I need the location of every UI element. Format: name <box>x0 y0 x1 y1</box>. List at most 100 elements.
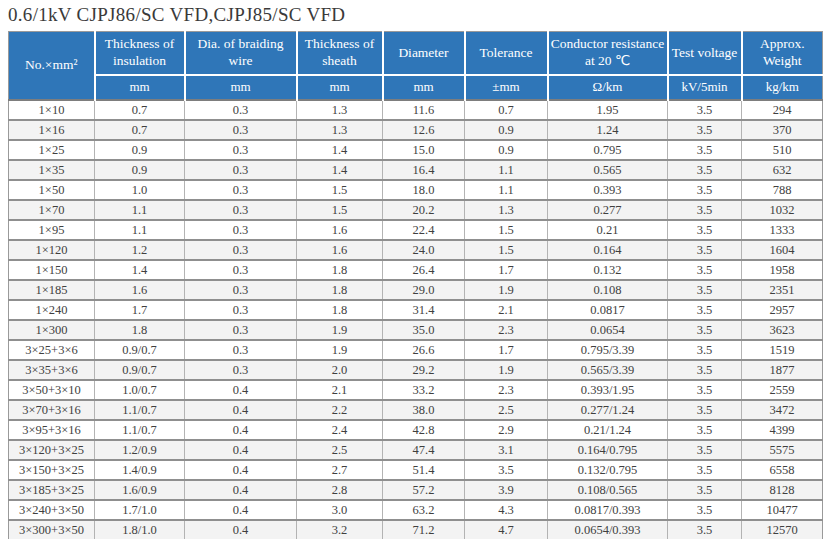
table-cell: 1.8 <box>95 320 185 340</box>
table-cell: 1.9 <box>465 280 548 300</box>
table-cell: 3.5 <box>668 180 742 200</box>
table-cell: 1.1 <box>465 160 548 180</box>
table-cell: 1×300 <box>9 320 95 340</box>
table-cell: 0.108/0.565 <box>548 480 668 500</box>
table-cell: 33.2 <box>383 380 465 400</box>
table-cell: 0.9 <box>465 120 548 140</box>
table-cell: 1.3 <box>465 200 548 220</box>
table-cell: 57.2 <box>383 480 465 500</box>
column-header-approx-weight: Approx. Weight <box>742 32 823 76</box>
table-cell: 1.4 <box>297 160 383 180</box>
table-cell: 3.5 <box>668 340 742 360</box>
column-header-sheath-thickness: Thickness of sheath <box>297 32 383 76</box>
table-cell: 24.0 <box>383 240 465 260</box>
table-cell: 11.6 <box>383 100 465 120</box>
table-cell: 51.4 <box>383 460 465 480</box>
table-cell: 3.5 <box>668 440 742 460</box>
table-cell: 1.8/1.0 <box>95 520 185 539</box>
table-cell: 2.9 <box>465 420 548 440</box>
table-cell: 6558 <box>742 460 823 480</box>
table-cell: 0.4 <box>185 400 297 420</box>
table-cell: 3.5 <box>465 460 548 480</box>
unit-tolerance: ±mm <box>465 75 548 100</box>
table-cell: 1.8 <box>297 280 383 300</box>
table-cell: 1.4/0.9 <box>95 460 185 480</box>
table-cell: 0.7 <box>95 120 185 140</box>
column-header-tolerance: Tolerance <box>465 32 548 76</box>
table-cell: 3×25+3×6 <box>9 340 95 360</box>
table-cell: 2351 <box>742 280 823 300</box>
table-cell: 1.9 <box>297 340 383 360</box>
table-cell: 1.3 <box>297 120 383 140</box>
table-cell: 0.9 <box>95 160 185 180</box>
table-row: 1×250.90.31.415.00.90.7953.5510 <box>9 140 823 160</box>
table-cell: 1.24 <box>548 120 668 140</box>
table-cell: 1.9 <box>465 360 548 380</box>
table-cell: 4.7 <box>465 520 548 539</box>
table-cell: 3.1 <box>465 440 548 460</box>
table-cell: 38.0 <box>383 400 465 420</box>
table-cell: 1×35 <box>9 160 95 180</box>
table-cell: 1×185 <box>9 280 95 300</box>
table-cell: 1.1 <box>95 220 185 240</box>
table-cell: 0.3 <box>185 140 297 160</box>
table-cell: 2.3 <box>465 380 548 400</box>
table-row: 1×100.70.31.311.60.71.953.5294 <box>9 100 823 120</box>
unit-test-voltage: kV/5min <box>668 75 742 100</box>
table-cell: 0.21/1.24 <box>548 420 668 440</box>
table-cell: 0.0817/0.393 <box>548 500 668 520</box>
table-cell: 1×16 <box>9 120 95 140</box>
table-row: 3×240+3×501.7/1.00.43.063.24.30.0817/0.3… <box>9 500 823 520</box>
table-cell: 1×25 <box>9 140 95 160</box>
table-cell: 26.4 <box>383 260 465 280</box>
table-cell: 1.7/1.0 <box>95 500 185 520</box>
table-cell: 3.5 <box>668 260 742 280</box>
table-row: 3×185+3×251.6/0.90.42.857.23.90.108/0.56… <box>9 480 823 500</box>
table-cell: 0.565/3.39 <box>548 360 668 380</box>
table-cell: 35.0 <box>383 320 465 340</box>
table-cell: 1.1 <box>465 180 548 200</box>
table-cell: 3472 <box>742 400 823 420</box>
table-row: 3×95+3×161.1/0.70.42.442.82.90.21/1.243.… <box>9 420 823 440</box>
table-cell: 3.9 <box>465 480 548 500</box>
table-cell: 3.5 <box>668 160 742 180</box>
table-row: 1×1501.40.31.826.41.70.1323.51958 <box>9 260 823 280</box>
table-row: 3×300+3×501.8/1.00.43.271.24.70.0654/0.3… <box>9 520 823 539</box>
table-cell: 1×10 <box>9 100 95 120</box>
table-cell: 0.3 <box>185 120 297 140</box>
table-cell: 3×150+3×25 <box>9 460 95 480</box>
table-cell: 0.9/0.7 <box>95 360 185 380</box>
table-row: 3×120+3×251.2/0.90.42.547.43.10.164/0.79… <box>9 440 823 460</box>
table-cell: 3.5 <box>668 300 742 320</box>
table-cell: 0.4 <box>185 500 297 520</box>
table-header: No.×mm² Thickness of insulation Dia. of … <box>9 32 823 101</box>
table-cell: 1.1 <box>95 200 185 220</box>
table-row: 3×50+3×101.0/0.70.42.133.22.30.393/1.953… <box>9 380 823 400</box>
table-cell: 3×50+3×10 <box>9 380 95 400</box>
table-cell: 1×70 <box>9 200 95 220</box>
table-cell: 3×185+3×25 <box>9 480 95 500</box>
table-cell: 12.6 <box>383 120 465 140</box>
table-cell: 3.5 <box>668 480 742 500</box>
unit-braiding-wire-dia: mm <box>185 75 297 100</box>
table-cell: 31.4 <box>383 300 465 320</box>
table-cell: 1.0 <box>95 180 185 200</box>
table-cell: 1.2/0.9 <box>95 440 185 460</box>
column-header-conductor-resistance: Conductor resistance at 20 ℃ <box>548 32 668 76</box>
table-cell: 2.7 <box>297 460 383 480</box>
table-cell: 1×95 <box>9 220 95 240</box>
table-cell: 0.3 <box>185 240 297 260</box>
table-cell: 1.8 <box>297 260 383 280</box>
table-cell: 1×150 <box>9 260 95 280</box>
table-cell: 1.3 <box>297 100 383 120</box>
table-row: 1×2401.70.31.831.42.10.08173.52957 <box>9 300 823 320</box>
table-cell: 1.0/0.7 <box>95 380 185 400</box>
table-cell: 0.3 <box>185 220 297 240</box>
table-cell: 3.5 <box>668 200 742 220</box>
table-row: 3×150+3×251.4/0.90.42.751.43.50.132/0.79… <box>9 460 823 480</box>
table-cell: 0.0654/0.393 <box>548 520 668 539</box>
table-cell: 3.5 <box>668 140 742 160</box>
table-cell: 0.4 <box>185 420 297 440</box>
table-cell: 0.3 <box>185 160 297 180</box>
table-cell: 1.4 <box>297 140 383 160</box>
